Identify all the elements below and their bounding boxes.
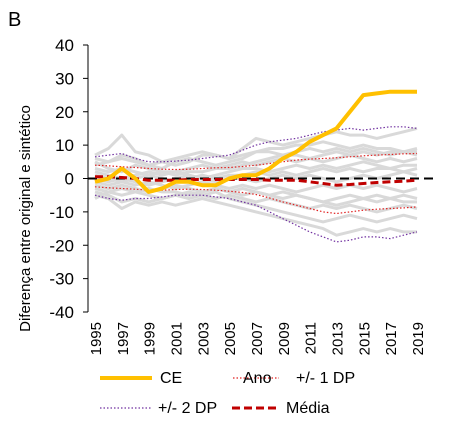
y-tick-label: 0 [65, 170, 74, 189]
legend-label: +/- 1 DP [296, 370, 355, 387]
placebo-line-5 [94, 160, 417, 180]
x-tick-label: 2017 [383, 322, 400, 355]
y-tick-label: 30 [55, 69, 74, 88]
ce-line [94, 89, 417, 194]
x-tick-label: 2003 [195, 322, 212, 355]
placebo-line-1 [94, 126, 418, 167]
placebo-line-13 [94, 187, 417, 207]
x-tick-label: 1997 [115, 322, 132, 355]
x-tick-label: 2001 [169, 322, 186, 355]
y-tick-label: 10 [55, 136, 74, 155]
main-series [94, 89, 418, 194]
mean-line [95, 175, 418, 187]
y-tick-label: -30 [49, 270, 74, 289]
legend-label: Média [286, 400, 330, 417]
legend-item-2: Ano [233, 370, 279, 387]
y-tick-label: -40 [49, 303, 74, 322]
legend: CE Ano +/- 1 DP +/- 2 DP Média [100, 370, 355, 417]
x-tick-label: 1999 [142, 322, 159, 355]
placebo-line-12 [94, 193, 417, 237]
placebo-line-11 [94, 190, 418, 224]
x-tick-label: 2009 [276, 322, 293, 355]
legend-label: CE [160, 370, 182, 387]
placebo-line-14 [94, 147, 418, 167]
placebo-line-8 [94, 180, 418, 194]
x-tick-label: 1995 [88, 322, 105, 355]
y-axis-label: Diferença entre original e sintético [17, 105, 34, 332]
axes: -40 -30 -20 -10 0 10 20 30 40 1995 1997 1999 2001 20… [49, 36, 427, 355]
placebo-line-6 [94, 167, 418, 184]
y-tick-label: -20 [49, 236, 74, 255]
legend-item-4: +/- 2 DP [100, 400, 217, 417]
placebo-line-7 [94, 170, 418, 187]
x-tick-label: 2007 [249, 322, 266, 355]
x-tick-label: 2015 [356, 322, 373, 355]
y-tick-label: -10 [49, 203, 74, 222]
legend-item-5: Média [232, 400, 330, 417]
y-tick-label: 40 [55, 36, 74, 55]
placebo-lines [94, 126, 418, 237]
y-axis-ticks: -40 -30 -20 -10 0 10 20 30 40 [49, 36, 88, 322]
x-axis-ticks: 1995 1997 1999 2001 2003 2005 2007 2009 2011 2013… [88, 322, 427, 355]
legend-item-3: +/- 1 DP [296, 370, 355, 387]
legend-label: Ano [243, 370, 272, 387]
sd2-upper-line [94, 126, 418, 163]
sd1-upper-line [94, 152, 418, 171]
panel-label: B [8, 9, 21, 31]
x-tick-label: 2019 [410, 322, 427, 355]
placebo-line-10 [94, 187, 418, 214]
x-tick-label: 2005 [222, 322, 239, 355]
y-tick-label: 20 [55, 103, 74, 122]
legend-label: +/- 2 DP [158, 400, 217, 417]
legend-item-1: CE [100, 370, 182, 387]
x-tick-label: 2013 [330, 322, 347, 355]
x-tick-label: 2011 [303, 322, 320, 354]
